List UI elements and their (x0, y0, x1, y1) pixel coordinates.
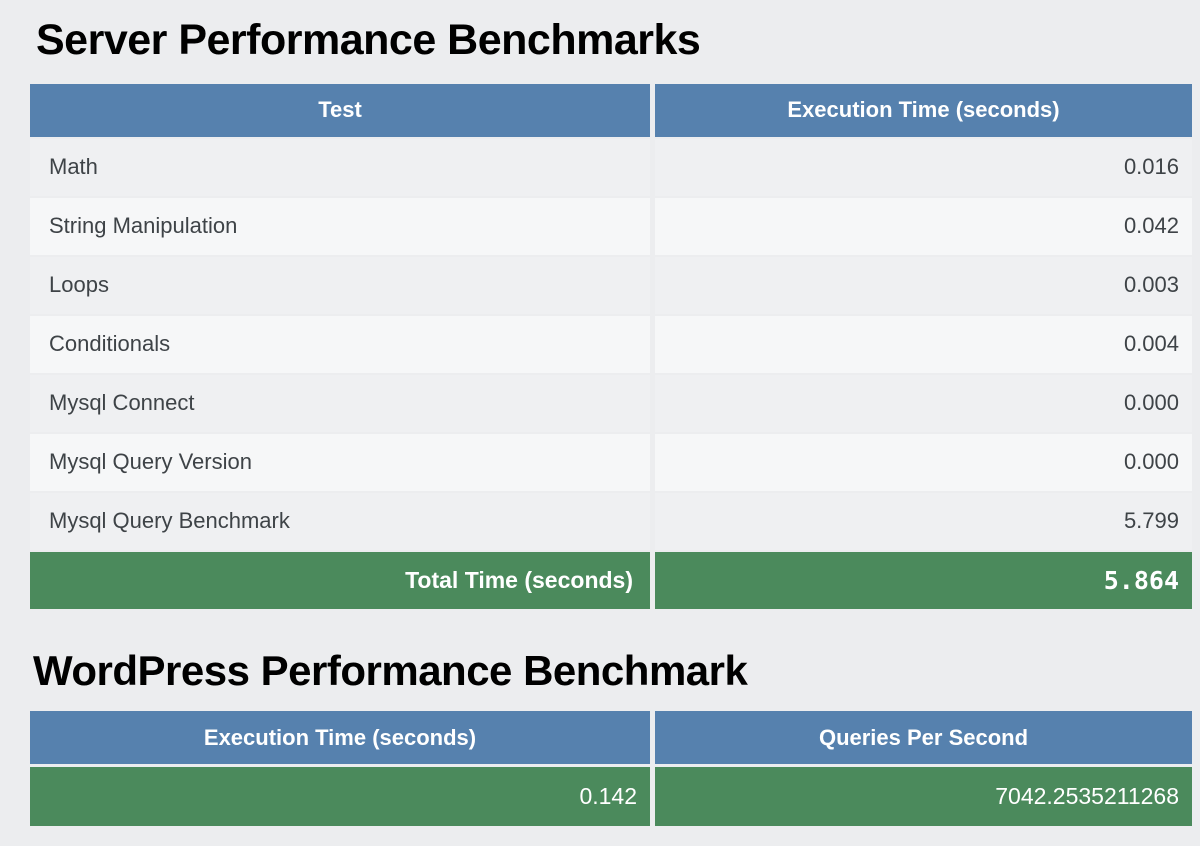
total-label-cell: Total Time (seconds) (30, 551, 650, 609)
execution-time-cell: 0.004 (655, 315, 1192, 373)
test-name-cell: Math (30, 138, 650, 196)
test-name-cell: Loops (30, 256, 650, 314)
test-name-cell: Conditionals (30, 315, 650, 373)
execution-time-cell: 0.016 (655, 138, 1192, 196)
column-header-execution-time: Execution Time (seconds) (655, 83, 1192, 137)
execution-time-cell: 0.042 (655, 197, 1192, 255)
server-benchmarks-table: Test Execution Time (seconds) Math 0.016… (30, 83, 1192, 609)
execution-time-cell: 0.003 (655, 256, 1192, 314)
wordpress-benchmark-table: Execution Time (seconds) Queries Per Sec… (30, 711, 1192, 827)
test-name-cell: Mysql Connect (30, 374, 650, 432)
column-header-test: Test (30, 83, 650, 137)
column-header-queries-per-second: Queries Per Second (655, 711, 1192, 765)
wordpress-benchmark-title: WordPress Performance Benchmark (33, 646, 748, 694)
wp-execution-time-cell: 0.142 (30, 767, 650, 827)
test-name-cell: Mysql Query Version (30, 433, 650, 491)
column-header-wp-execution-time: Execution Time (seconds) (30, 711, 650, 765)
execution-time-cell: 5.799 (655, 492, 1192, 550)
total-value-cell: 5.864 (655, 551, 1192, 609)
execution-time-cell: 0.000 (655, 374, 1192, 432)
test-name-cell: String Manipulation (30, 197, 650, 255)
test-name-cell: Mysql Query Benchmark (30, 492, 650, 550)
wp-queries-per-second-cell: 7042.2535211268 (655, 767, 1192, 827)
server-benchmarks-title: Server Performance Benchmarks (36, 16, 701, 64)
execution-time-cell: 0.000 (655, 433, 1192, 491)
